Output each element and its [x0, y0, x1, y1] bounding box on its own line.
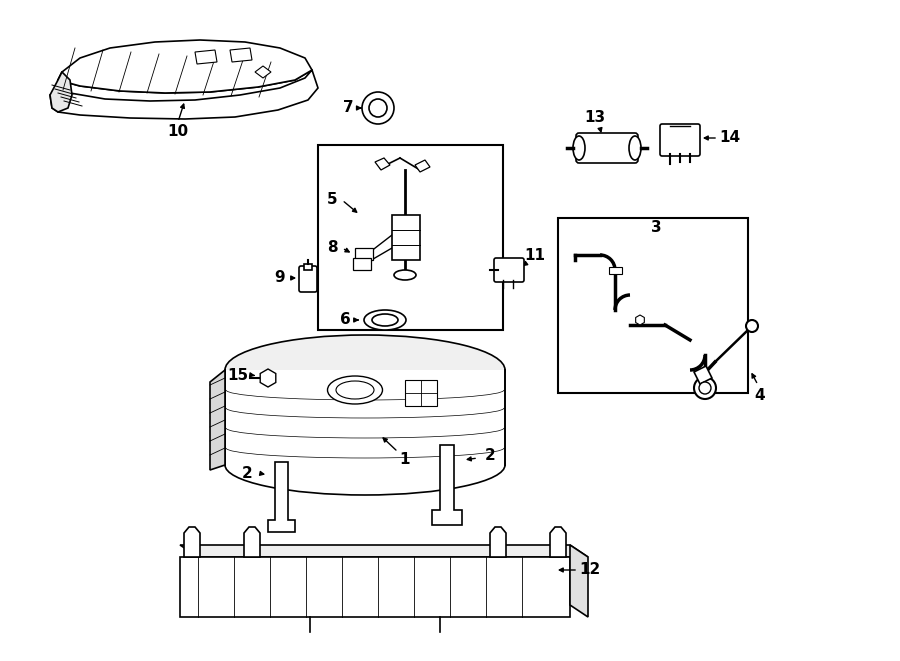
Text: 1: 1 [400, 453, 410, 467]
Text: 5: 5 [327, 192, 338, 208]
Text: 2: 2 [484, 447, 495, 463]
Text: 10: 10 [167, 124, 189, 139]
Polygon shape [432, 445, 462, 525]
Polygon shape [694, 366, 712, 384]
Text: 11: 11 [525, 247, 545, 262]
Bar [225, 370, 505, 465]
Ellipse shape [573, 136, 585, 160]
Polygon shape [375, 158, 390, 170]
Bar [609, 267, 622, 274]
Bar [355, 248, 373, 260]
Polygon shape [50, 70, 318, 119]
Text: 13: 13 [584, 110, 606, 126]
Ellipse shape [328, 376, 382, 404]
Text: 4: 4 [755, 387, 765, 403]
Text: 14: 14 [719, 130, 741, 145]
Ellipse shape [225, 335, 505, 405]
Ellipse shape [372, 314, 398, 326]
Text: 7: 7 [343, 100, 354, 116]
Polygon shape [180, 545, 588, 557]
Polygon shape [210, 370, 225, 470]
Ellipse shape [746, 320, 758, 332]
Polygon shape [490, 527, 506, 557]
Text: 3: 3 [651, 221, 661, 235]
Text: 6: 6 [339, 313, 350, 327]
Text: 15: 15 [228, 368, 248, 383]
Bar [558, 218, 748, 393]
Ellipse shape [369, 99, 387, 117]
Ellipse shape [225, 435, 505, 495]
Ellipse shape [699, 382, 711, 394]
Bar [304, 264, 312, 270]
Polygon shape [570, 545, 588, 617]
Ellipse shape [394, 270, 416, 280]
FancyBboxPatch shape [660, 124, 700, 156]
Polygon shape [58, 40, 312, 93]
Ellipse shape [364, 310, 406, 330]
Polygon shape [255, 66, 271, 78]
Polygon shape [195, 50, 217, 64]
FancyBboxPatch shape [494, 258, 524, 282]
Bar [318, 145, 503, 330]
Text: 2: 2 [241, 465, 252, 481]
Polygon shape [550, 527, 566, 557]
FancyBboxPatch shape [299, 266, 317, 292]
Ellipse shape [336, 381, 374, 399]
Polygon shape [244, 527, 260, 557]
Polygon shape [50, 72, 72, 112]
Bar [353, 258, 371, 270]
Polygon shape [415, 160, 430, 172]
Polygon shape [268, 462, 295, 532]
Polygon shape [230, 48, 252, 62]
FancyBboxPatch shape [576, 133, 638, 163]
Ellipse shape [362, 92, 394, 124]
Polygon shape [184, 527, 200, 557]
Text: 8: 8 [327, 241, 338, 256]
Bar [405, 380, 437, 406]
Text: 12: 12 [580, 563, 600, 578]
Bar [180, 557, 570, 617]
Ellipse shape [694, 377, 716, 399]
Bar [392, 215, 420, 260]
Ellipse shape [629, 136, 641, 160]
Text: 9: 9 [274, 270, 285, 286]
